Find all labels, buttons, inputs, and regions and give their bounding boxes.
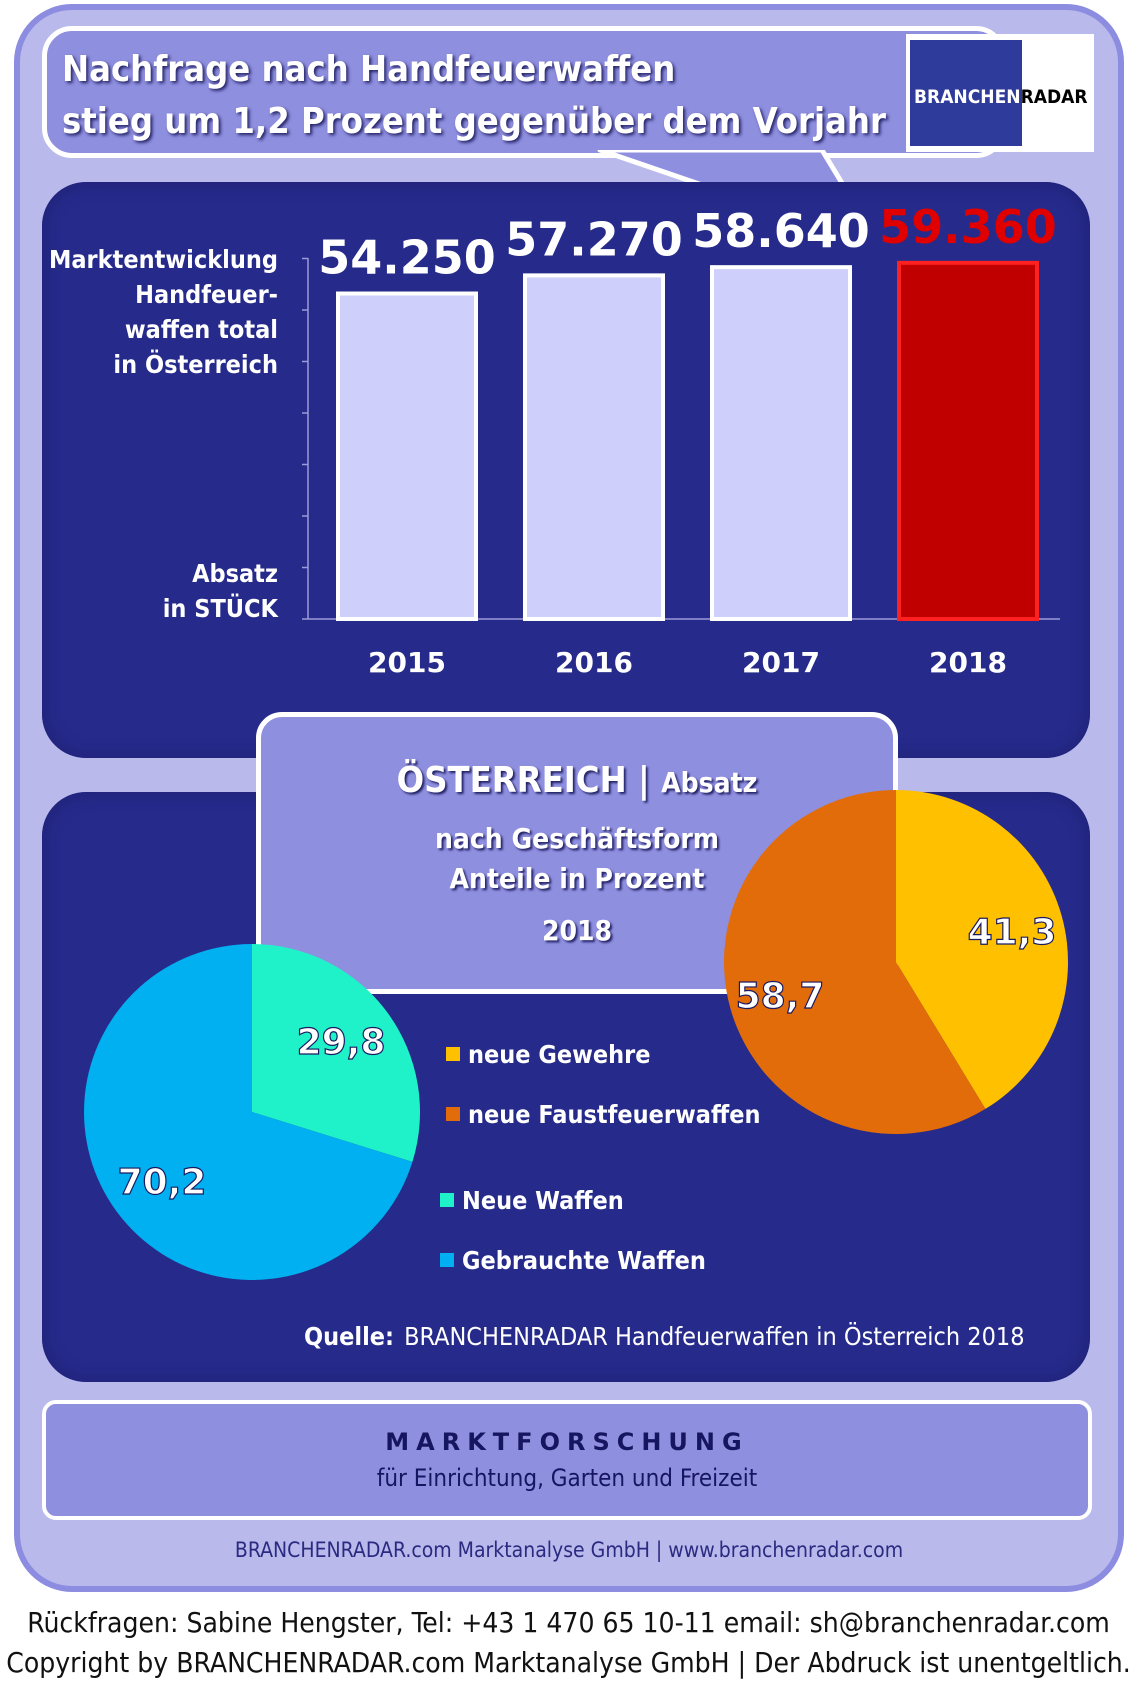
legend-swatch [440,1193,454,1207]
pie-charts: 29,8 70,2 41,3 58,7 [83,789,1068,1281]
x-tick-label: 2018 [929,646,1007,679]
bar-value-label: 54.250 [318,231,496,285]
marktforschung-title: MARKTFORSCHUNG [385,1428,749,1456]
pie-slice-neue-faustfeuerwaffen [723,789,986,1134]
bar-2017 [710,265,852,621]
pie-value-label: 29,8 [297,1022,386,1063]
contact-line: Rückfragen: Sabine Hengster, Tel: +43 1 … [27,1606,1110,1639]
source-label: Quelle: [304,1322,395,1351]
headline-line-2: stieg um 1,2 Prozent gegenüber dem Vorja… [62,101,886,142]
x-tick-label: 2015 [368,646,446,679]
marktforschung-subtitle: für Einrichtung, Garten und Freizeit [376,1464,758,1492]
bar-2015 [336,291,478,621]
legend-swatch [446,1047,460,1061]
bar-chart-label-line: waffen total [124,315,278,344]
bar-chart-unit: Absatz in STÜCK [40,556,278,626]
legend-label: neue Faustfeuerwaffen [468,1100,761,1129]
bar-chart-unit-line: Absatz [192,559,278,588]
legend-swatch [446,1107,460,1121]
info-title: ÖSTERREICH | Absatz [256,760,898,801]
pie-value-label: 70,2 [118,1162,207,1203]
pie-slice-gebrauchte-waffen [83,944,413,1281]
legend-label: Gebrauchte Waffen [462,1246,706,1275]
info-year: 2018 [541,914,613,947]
pie-value-label: 58,7 [736,976,825,1017]
logo-wordmark: BRANCHENRADAR [914,86,1088,108]
bar-chart-label-line: Marktentwicklung [49,245,278,274]
branchenradar-logo: BRANCHENRADAR [906,34,1094,152]
bar-2016 [523,273,665,621]
bar-chart-label-line: Handfeuer- [135,280,278,309]
legend-label: Neue Waffen [462,1186,624,1215]
info-line-2: nach Geschäftsform [434,822,720,855]
bar-2018 [897,260,1039,621]
bar-value-label: 59.360 [879,200,1057,254]
bar-value-label: 57.270 [505,212,683,266]
x-tick-label: 2017 [742,646,820,679]
legend-item-gebrauchte-waffen: Gebrauchte Waffen [440,1246,706,1275]
bar-chart-label-line: in Österreich [113,350,278,379]
company-website-line: BRANCHENRADAR.com Marktanalyse GmbH | ww… [234,1538,904,1562]
info-title-main: ÖSTERREICH [396,760,627,801]
legend-item-neue-gewehre: neue Gewehre [446,1040,651,1069]
logo-block [910,40,1022,146]
logo-part-2: RADAR [1020,86,1088,108]
source-text: BRANCHENRADAR Handfeuerwaffen in Österre… [404,1322,1025,1351]
logo-part-1: BRANCHEN [914,86,1021,108]
legend-item-neue-faustfeuerwaffen: neue Faustfeuerwaffen [446,1100,760,1129]
pie-value-label: 41,3 [968,912,1057,953]
legend-label: neue Gewehre [468,1040,651,1069]
info-title-sub: Absatz [661,766,758,799]
bar-chart-unit-line: in STÜCK [162,594,278,623]
legend-swatch [440,1253,454,1267]
headline: Nachfrage nach Handfeuerwaffen stieg um … [62,44,886,148]
bar-chart: 54.250 2015 57.270 2016 58.640 2017 59.360 2018 [302,200,1060,679]
copyright-line: Copyright by BRANCHENRADAR.com Marktanal… [6,1646,1131,1679]
info-line-3: Anteile in Prozent [449,862,705,895]
source-note: Quelle: BRANCHENRADAR Handfeuerwaffen in … [304,1322,1025,1351]
info-title-separator: | [637,760,650,801]
marktforschung-box [42,1400,1092,1520]
bar-chart-description: Marktentwicklung Handfeuer- waffen total… [40,242,278,382]
pie-slice-neue-waffen [252,944,420,1162]
x-tick-label: 2016 [555,646,633,679]
bar-value-label: 58.640 [692,204,870,258]
pie-slice-neue-gewehre [896,790,1068,1109]
legend-item-neue-waffen: Neue Waffen [440,1186,624,1215]
headline-line-1: Nachfrage nach Handfeuerwaffen [62,49,676,90]
